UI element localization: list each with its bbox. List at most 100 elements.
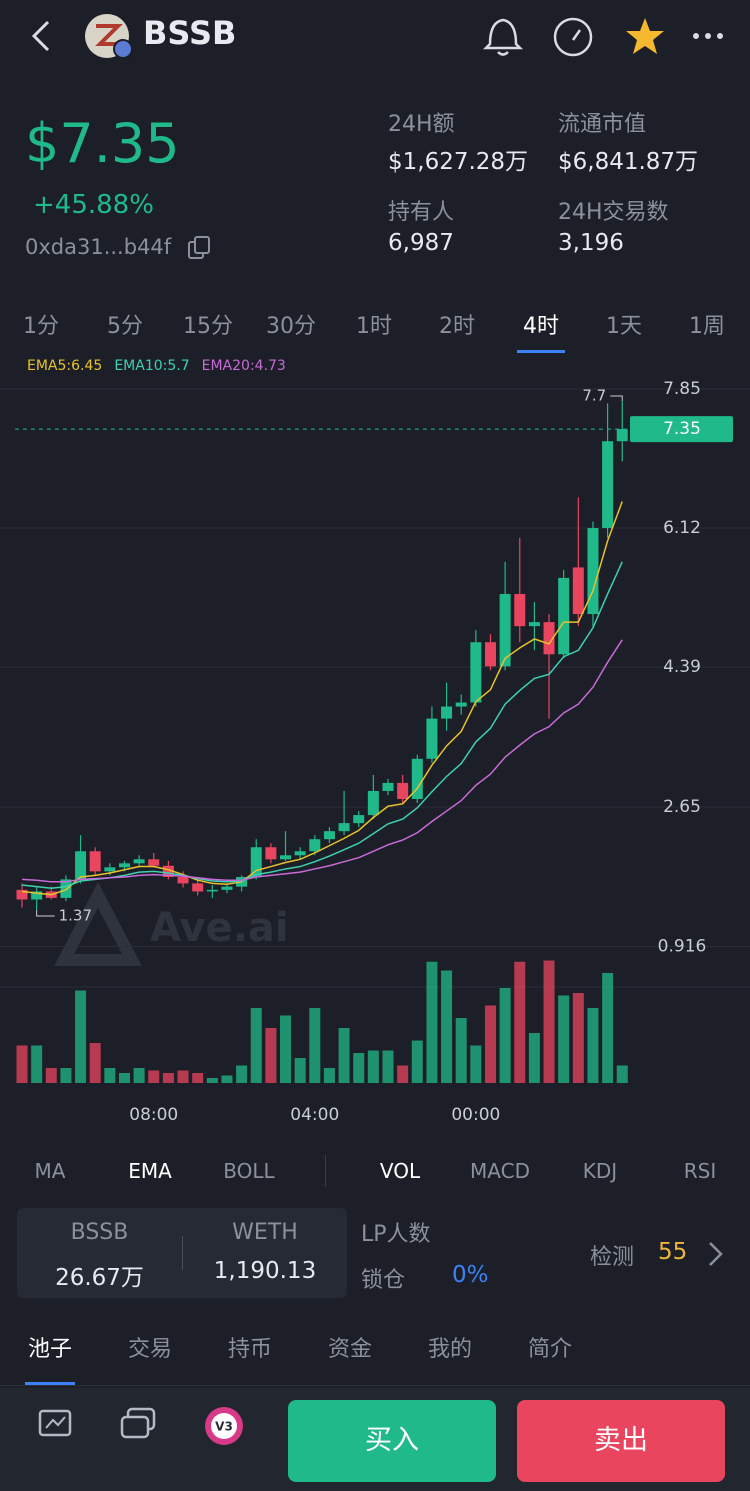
y-tick-label: 0.916	[658, 936, 707, 956]
volume-bar	[118, 1073, 130, 1083]
volume-bar	[280, 1015, 292, 1083]
check-value[interactable]: 55	[658, 1239, 688, 1265]
high-pointer	[610, 395, 623, 402]
section-tab[interactable]: 我的	[427, 1337, 472, 1362]
avatar-glyph	[95, 24, 123, 46]
token-symbol: BSSB	[143, 14, 237, 52]
watermark-logo	[54, 882, 142, 966]
volume-bar	[75, 990, 87, 1083]
candle-body	[75, 851, 87, 880]
tab-separator	[0, 1385, 750, 1386]
token-a-name: BSSB	[70, 1220, 129, 1245]
gauge-icon[interactable]	[553, 17, 593, 57]
chevron	[709, 1242, 723, 1266]
low-pointer	[36, 909, 55, 917]
indicator-tab[interactable]: VOL	[379, 1159, 421, 1183]
candle-body	[60, 879, 72, 898]
contract-address[interactable]: 0xda31...b44f	[25, 235, 172, 259]
volume-bar	[16, 1045, 28, 1083]
bell-icon[interactable]	[482, 18, 524, 50]
candle-body	[543, 622, 555, 655]
volume-bar	[250, 1008, 262, 1083]
volume-bar	[441, 970, 453, 1083]
volume-bar	[45, 1068, 57, 1083]
copy-icon[interactable]	[186, 234, 214, 262]
lock-label: 锁仓	[361, 1268, 406, 1293]
volume-bar	[104, 1068, 116, 1083]
chevron-icon[interactable]	[704, 1240, 728, 1268]
candle-body	[558, 577, 570, 655]
candle-body	[323, 831, 335, 840]
last-price-tag	[630, 416, 733, 443]
sell-button[interactable]: 卖出	[517, 1400, 725, 1482]
volume-bar	[162, 1073, 174, 1083]
more-dot	[705, 33, 711, 39]
volume-bar	[294, 1058, 306, 1083]
candle-body	[265, 847, 277, 860]
more-dot	[717, 33, 723, 39]
volume-bar	[31, 1045, 43, 1083]
y-tick-label: 4.39	[663, 657, 701, 677]
monitor-icon[interactable]	[38, 1409, 72, 1437]
dapp-badge: V3	[215, 1420, 233, 1434]
indicator-tab[interactable]: MA	[34, 1159, 66, 1183]
volume-bar	[426, 961, 438, 1083]
ema-legend: EMA5:6.45	[27, 358, 102, 374]
lp-label: LP人数	[361, 1222, 431, 1247]
volume-bar	[89, 1043, 101, 1083]
candle-body	[16, 889, 28, 900]
candle-body	[382, 782, 394, 791]
volume-bar	[397, 1065, 409, 1083]
section-tab[interactable]: 交易	[127, 1337, 172, 1362]
candle-body	[411, 758, 423, 799]
candle-body	[162, 865, 174, 877]
volume-bar	[558, 995, 570, 1083]
candle-body	[499, 593, 511, 667]
section-tab[interactable]: 简介	[527, 1337, 572, 1362]
section-tab[interactable]: 池子	[27, 1337, 72, 1362]
indicator-tab[interactable]: EMA	[128, 1159, 172, 1183]
indicator-tab[interactable]: RSI	[683, 1159, 717, 1183]
volume-bar	[602, 973, 614, 1083]
indicator-tab[interactable]: MACD	[470, 1159, 530, 1183]
last-price-label: 7.35	[663, 419, 701, 439]
chart: Ave.ai 0.916 2.65 4.39 6.12 7.85 EMA5:6.45 EMA1…	[0, 358, 750, 1125]
bottom-icons: V3	[38, 1407, 243, 1445]
back-icon[interactable]	[31, 20, 50, 52]
check-label[interactable]: 检测	[590, 1245, 635, 1270]
low-label: 1.37	[59, 906, 92, 924]
indicator-tab[interactable]: BOLL	[223, 1159, 275, 1183]
candle-body	[148, 859, 160, 866]
volume-bar	[353, 1053, 365, 1083]
candle-body	[397, 782, 409, 799]
copy-shape	[194, 236, 210, 254]
y-tick-label: 2.65	[663, 797, 701, 817]
volume-bar	[60, 1068, 72, 1083]
volume-bar	[206, 1078, 218, 1083]
indicator-separator	[325, 1155, 326, 1187]
volume-bar	[265, 1028, 277, 1083]
section-tab[interactable]: 持币	[227, 1337, 272, 1362]
ema-line	[21, 501, 623, 896]
chain-badge	[113, 39, 133, 59]
volume-bar	[499, 988, 511, 1083]
candle-body	[602, 441, 614, 529]
candle-body	[206, 889, 218, 892]
star-icon[interactable]	[626, 18, 664, 54]
buy-button[interactable]: 买入	[288, 1400, 496, 1482]
x-tick-label: 00:00	[451, 1105, 500, 1125]
candle-body	[353, 815, 365, 824]
pool-divider	[182, 1236, 183, 1270]
volume-bar	[572, 993, 584, 1083]
indicator-tab[interactable]: KDJ	[582, 1159, 618, 1183]
candle-body	[367, 790, 379, 816]
candle-body	[470, 642, 482, 703]
volume-bar	[382, 1050, 394, 1083]
candle-body	[280, 855, 292, 860]
volume-bar	[470, 1045, 482, 1083]
volume-bar	[367, 1050, 379, 1083]
y-tick-label: 6.12	[663, 518, 701, 538]
price: $7.35	[25, 112, 180, 175]
section-tab[interactable]: 资金	[327, 1337, 372, 1362]
more-dot[interactable]	[693, 33, 699, 39]
